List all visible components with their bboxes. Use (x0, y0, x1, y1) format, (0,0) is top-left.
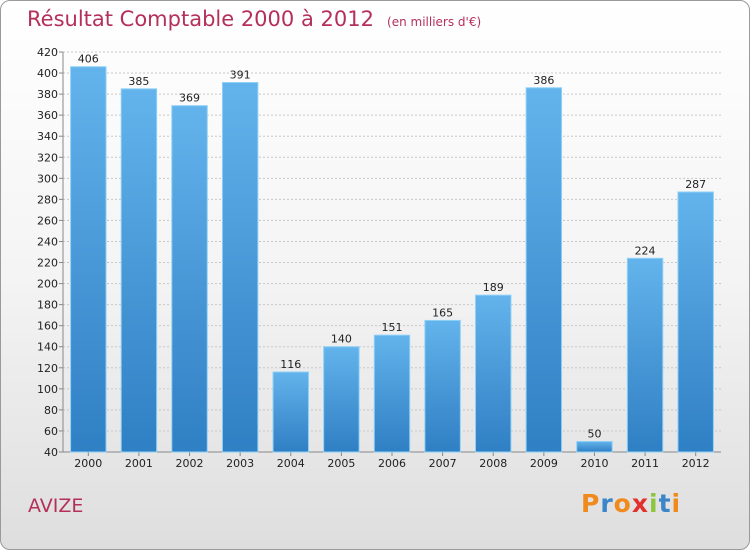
y-tick-label: 320 (37, 151, 58, 164)
bar-value-label: 391 (230, 69, 251, 82)
bar (525, 87, 563, 453)
x-tick-label: 2006 (378, 457, 406, 470)
bar (171, 105, 208, 453)
bar (323, 346, 360, 453)
x-tick-label: 2004 (277, 457, 305, 470)
y-tick-label: 100 (37, 383, 58, 396)
bar-value-label: 165 (432, 306, 453, 319)
bar (677, 191, 714, 453)
x-tick-label: 2010 (580, 457, 608, 470)
bar (120, 88, 158, 453)
bar-value-label: 386 (533, 74, 554, 87)
y-tick-label: 220 (37, 257, 58, 270)
bar-value-label: 287 (685, 178, 706, 191)
x-tick-label: 2008 (479, 457, 507, 470)
x-tick-label: 2007 (429, 457, 457, 470)
x-tick-label: 2009 (530, 457, 558, 470)
bar-value-label: 140 (331, 333, 352, 346)
y-tick-label: 360 (37, 109, 58, 122)
bar (221, 82, 259, 453)
y-tick-label: 300 (37, 172, 58, 185)
logo-letter: o (613, 489, 632, 518)
y-tick-label: 160 (37, 320, 58, 333)
bar-value-label: 151 (382, 321, 403, 334)
logo-letter: x (631, 489, 649, 518)
logo-letter: i (671, 489, 682, 518)
bar (475, 294, 512, 453)
x-tick-label: 2003 (226, 457, 254, 470)
chart-subtitle: (en milliers d'€) (387, 15, 482, 29)
bar (576, 440, 613, 453)
bar (70, 66, 107, 453)
logo-letter: r (600, 489, 614, 518)
y-tick-label: 120 (37, 362, 58, 375)
bar-value-label: 50 (587, 427, 601, 440)
y-tick-label: 420 (37, 46, 58, 59)
x-tick-label: 2011 (631, 457, 659, 470)
bar-value-label: 189 (483, 281, 504, 294)
x-tick-label: 2001 (125, 457, 153, 470)
bar-value-label: 369 (179, 92, 200, 105)
logo-letter: P (581, 489, 601, 518)
chart-title-main: Résultat Comptable 2000 à 2012 (27, 7, 374, 31)
proxiti-logo: Proxiti (581, 489, 681, 518)
x-tick-label: 2000 (74, 457, 102, 470)
y-tick-label: 240 (37, 235, 58, 248)
y-tick-label: 60 (44, 425, 58, 438)
logo-letter: t (658, 489, 672, 518)
y-tick-label: 340 (37, 130, 58, 143)
y-tick-label: 80 (44, 404, 58, 417)
bar (373, 334, 411, 453)
x-tick-label: 2012 (682, 457, 710, 470)
y-tick-label: 180 (37, 299, 58, 312)
y-tick-label: 40 (44, 446, 58, 459)
bar-layer (70, 66, 714, 453)
y-tick-label: 200 (37, 278, 58, 291)
y-tick-label: 140 (37, 341, 58, 354)
y-tick-label: 280 (37, 193, 58, 206)
bar-value-label: 116 (280, 358, 301, 371)
logo-letter: i (649, 489, 659, 518)
bar-value-label: 385 (128, 75, 149, 88)
x-tick-label: 2005 (327, 457, 355, 470)
bar-value-label: 224 (635, 244, 656, 257)
label-layer: 40 60 80 100 120 140 160 180 200 220 240 260 280 300 3… (37, 46, 710, 470)
y-tick-label: 380 (37, 88, 58, 101)
y-tick-label: 260 (37, 214, 58, 227)
bar (272, 371, 309, 453)
x-tick-label: 2002 (176, 457, 204, 470)
bar (626, 257, 664, 453)
y-tick-label: 400 (37, 67, 58, 80)
commune-name: AVIZE (28, 495, 84, 517)
bar-value-label: 406 (78, 53, 99, 66)
chart-title: Résultat Comptable 2000 à 2012 (en milli… (27, 7, 481, 31)
bar (424, 319, 461, 453)
